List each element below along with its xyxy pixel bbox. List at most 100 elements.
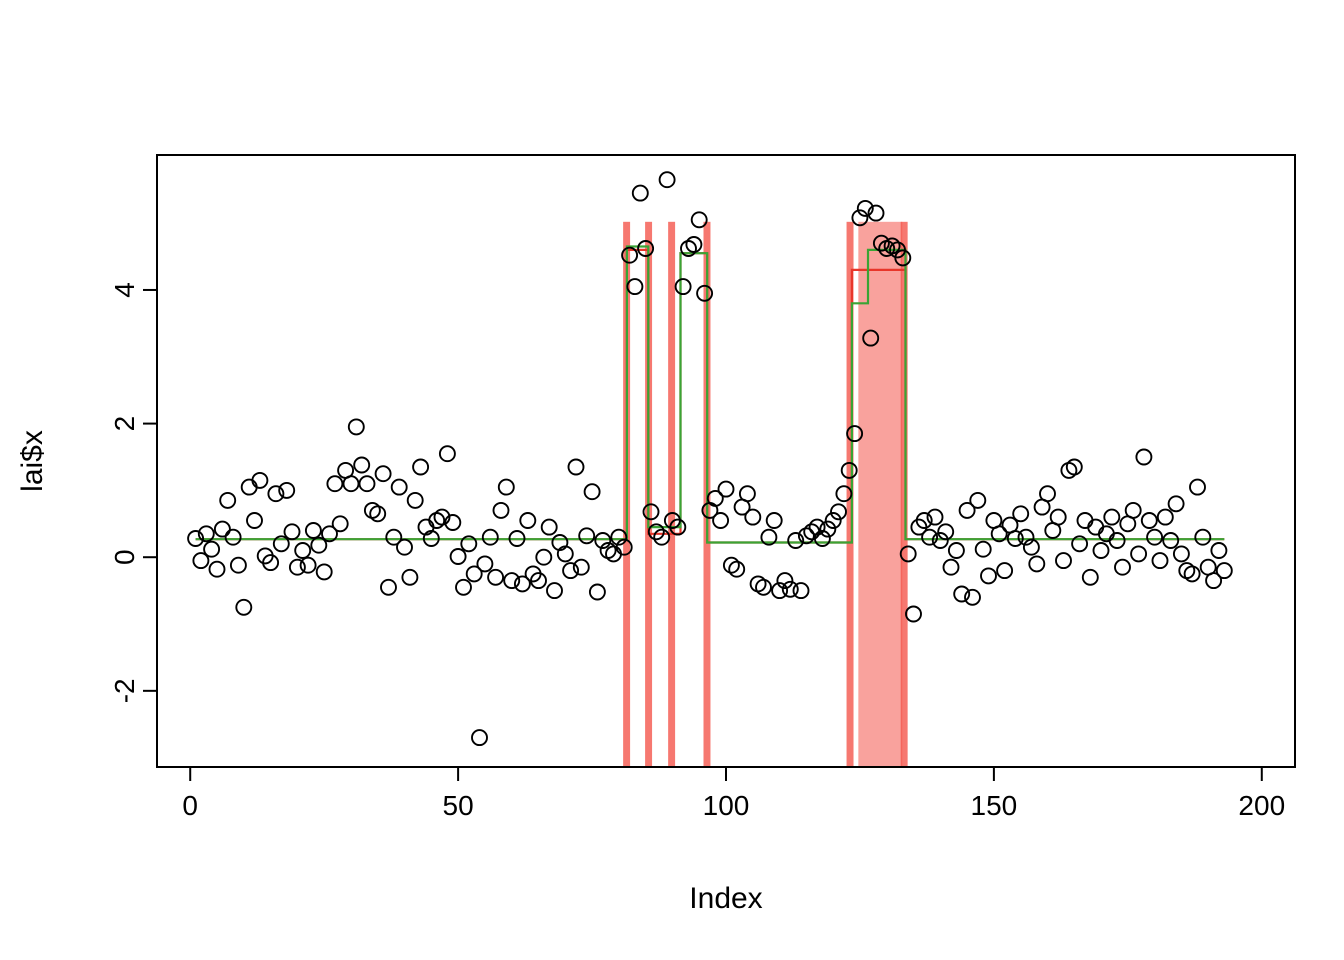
data-point bbox=[755, 578, 772, 596]
data-point bbox=[1092, 542, 1110, 559]
data-point bbox=[203, 540, 221, 558]
data-point bbox=[540, 518, 558, 536]
data-point bbox=[471, 729, 488, 747]
data-point bbox=[229, 556, 247, 574]
data-point bbox=[797, 527, 815, 545]
x-tick-label: 150 bbox=[971, 790, 1018, 821]
data-point bbox=[251, 471, 269, 489]
data-point bbox=[1146, 528, 1164, 546]
data-point bbox=[631, 184, 649, 202]
data-point bbox=[369, 505, 387, 523]
y-axis-label: lai$x bbox=[16, 430, 49, 492]
data-point bbox=[996, 562, 1014, 580]
data-point bbox=[1215, 562, 1233, 580]
data-point bbox=[974, 540, 992, 558]
data-point bbox=[492, 501, 510, 519]
data-point bbox=[299, 556, 317, 574]
data-point bbox=[224, 528, 242, 546]
data-point bbox=[653, 528, 671, 546]
data-point bbox=[353, 456, 371, 474]
data-point bbox=[213, 520, 231, 538]
data-point bbox=[1028, 555, 1046, 573]
data-point bbox=[412, 458, 430, 476]
data-point bbox=[246, 512, 263, 529]
data-point bbox=[626, 278, 644, 296]
changepoint-band bbox=[846, 221, 854, 767]
data-point bbox=[433, 508, 451, 526]
data-point bbox=[272, 535, 290, 553]
data-point bbox=[1103, 508, 1121, 526]
changepoint-band bbox=[668, 221, 676, 767]
data-point bbox=[358, 475, 376, 493]
data-point bbox=[497, 478, 515, 496]
data-point bbox=[588, 583, 606, 601]
data-point bbox=[535, 548, 553, 566]
data-point bbox=[578, 527, 596, 545]
data-point bbox=[1071, 535, 1089, 553]
data-point bbox=[947, 542, 965, 559]
data-point bbox=[856, 199, 874, 217]
x-axis-label: Index bbox=[689, 882, 763, 915]
data-point bbox=[321, 525, 338, 543]
data-point bbox=[1172, 545, 1190, 563]
data-point bbox=[374, 465, 392, 483]
data-point bbox=[931, 532, 949, 549]
data-point bbox=[556, 545, 574, 563]
data-point bbox=[583, 483, 601, 501]
x-tick-label: 50 bbox=[443, 790, 474, 821]
data-point bbox=[872, 234, 890, 252]
data-point bbox=[1022, 538, 1040, 556]
data-point bbox=[696, 284, 714, 302]
x-tick-label: 0 bbox=[182, 790, 198, 821]
data-point bbox=[401, 568, 419, 586]
data-point bbox=[1162, 532, 1180, 549]
data-point bbox=[396, 538, 413, 556]
data-point bbox=[1210, 542, 1228, 559]
data-point bbox=[642, 503, 660, 521]
data-point bbox=[690, 211, 708, 229]
data-point bbox=[422, 530, 440, 547]
data-point bbox=[380, 578, 397, 596]
data-point bbox=[819, 520, 837, 538]
data-point bbox=[905, 605, 922, 623]
data-point bbox=[1189, 478, 1206, 496]
data-point bbox=[883, 237, 901, 255]
data-point bbox=[385, 528, 403, 546]
data-point bbox=[980, 567, 997, 585]
data-point bbox=[594, 532, 612, 549]
data-point bbox=[813, 530, 831, 547]
data-point bbox=[406, 491, 424, 509]
data-point bbox=[1205, 572, 1223, 590]
data-point bbox=[824, 512, 842, 529]
data-point bbox=[1039, 485, 1056, 503]
data-point bbox=[1167, 495, 1185, 513]
data-point bbox=[546, 582, 563, 600]
data-point bbox=[267, 485, 285, 503]
data-point bbox=[508, 530, 526, 547]
data-point bbox=[862, 329, 880, 347]
data-point bbox=[481, 528, 499, 546]
data-point bbox=[851, 209, 869, 227]
data-point bbox=[969, 491, 987, 509]
y-tick-label: 0 bbox=[109, 549, 140, 565]
data-point bbox=[187, 530, 205, 547]
data-point bbox=[283, 523, 301, 541]
data-point bbox=[1135, 448, 1153, 466]
data-point bbox=[342, 475, 360, 493]
data-point bbox=[728, 560, 746, 578]
data-point bbox=[953, 585, 971, 603]
data-point bbox=[572, 558, 590, 576]
data-point bbox=[1183, 565, 1201, 583]
data-point bbox=[1124, 501, 1142, 519]
data-point bbox=[315, 563, 333, 581]
data-point bbox=[776, 572, 794, 590]
changepoint-band bbox=[900, 221, 908, 767]
data-point bbox=[208, 560, 226, 578]
data-point bbox=[1017, 528, 1035, 546]
data-point bbox=[787, 532, 805, 549]
data-point bbox=[781, 580, 799, 598]
data-point bbox=[513, 575, 531, 593]
data-point bbox=[942, 558, 960, 576]
data-point bbox=[192, 552, 210, 570]
data-point bbox=[706, 489, 724, 507]
